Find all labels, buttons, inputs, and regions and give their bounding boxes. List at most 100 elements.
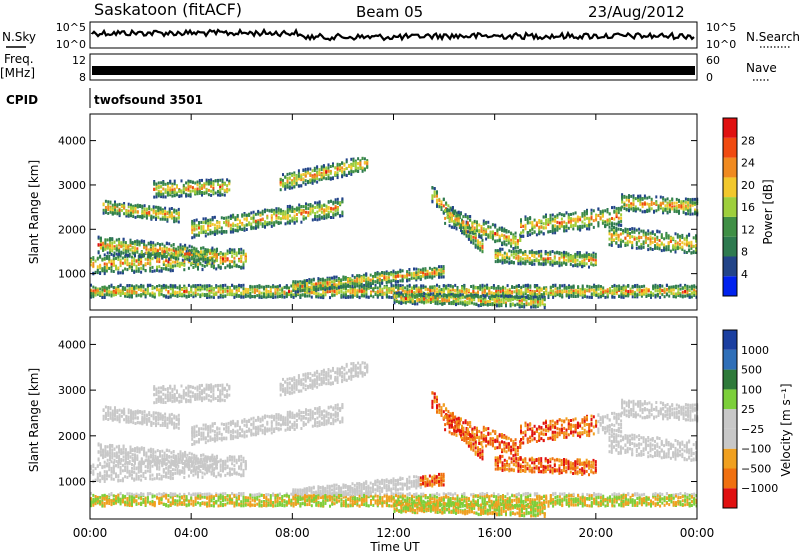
- power-cell: [217, 183, 219, 186]
- power-cell: [151, 265, 154, 269]
- power-cell: [118, 214, 121, 218]
- power-cell: [629, 240, 631, 244]
- power-cell: [156, 268, 158, 272]
- power-cell: [568, 286, 570, 289]
- power-cell: [183, 263, 186, 267]
- power-cell: [99, 291, 102, 295]
- power-cell: [404, 290, 407, 294]
- power-cell: [644, 240, 647, 244]
- power-cell: [675, 209, 678, 213]
- power-cell: [224, 287, 227, 291]
- freq-left-tick-top: 12: [72, 54, 86, 67]
- power-cell: [572, 217, 575, 221]
- power-cell: [161, 250, 164, 253]
- power-cell: [275, 207, 278, 211]
- power-cell: [327, 200, 330, 204]
- power-cell: [481, 250, 484, 254]
- power-cell: [279, 212, 282, 216]
- power-cell: [438, 202, 441, 206]
- power-cell: [151, 291, 154, 295]
- power-cell: [279, 178, 282, 182]
- noise-trace: [90, 27, 695, 42]
- power-cell: [595, 293, 598, 297]
- power-cell: [191, 189, 194, 193]
- power-cell: [127, 211, 130, 215]
- power-cell: [689, 212, 692, 216]
- power-cell: [219, 185, 222, 189]
- power-heatmap: [90, 156, 699, 310]
- power-cell: [586, 224, 588, 228]
- power-cell: [284, 182, 287, 186]
- power-cell: [222, 262, 224, 265]
- power-cell: [640, 245, 643, 249]
- power-cell: [300, 175, 303, 179]
- power-cell: [202, 217, 205, 221]
- power-cell: [108, 257, 111, 261]
- power-cell: [107, 211, 110, 215]
- power-cell: [535, 221, 538, 225]
- power-cell: [233, 256, 236, 260]
- power-cell: [172, 256, 175, 260]
- power-cell: [195, 218, 198, 222]
- power-cell: [108, 267, 111, 270]
- power-cell: [260, 291, 263, 295]
- power-cell: [122, 251, 125, 255]
- power-cell: [286, 179, 289, 183]
- power-cell: [207, 228, 210, 231]
- power-cell: [309, 178, 312, 182]
- power-cell: [173, 192, 176, 196]
- power-cell: [330, 206, 332, 210]
- power-cell: [116, 209, 119, 213]
- power-cell: [210, 189, 213, 193]
- power-cell: [266, 221, 269, 225]
- power-cell: [111, 212, 114, 216]
- power-cell: [192, 295, 195, 299]
- power-cell: [274, 291, 277, 295]
- power-cell: [210, 250, 213, 254]
- power-cell: [461, 289, 463, 293]
- power-cell: [615, 210, 618, 214]
- power-cell: [450, 218, 453, 222]
- power-cell: [433, 187, 436, 191]
- power-cell: [691, 203, 694, 207]
- power-cell: [131, 294, 133, 298]
- power-cell: [444, 221, 447, 225]
- power-cell: [538, 227, 541, 231]
- power-cell: [565, 293, 568, 297]
- power-cell: [217, 287, 220, 291]
- power-cell: [298, 203, 301, 207]
- power-cell: [602, 290, 605, 294]
- power-cell: [226, 293, 229, 296]
- power-cell: [160, 269, 163, 273]
- power-cell: [494, 232, 497, 235]
- power-cell: [674, 250, 677, 254]
- power-cell: [256, 294, 259, 298]
- date-title: 23/Aug/2012: [588, 3, 685, 21]
- power-cell: [376, 294, 379, 298]
- power-cell: [130, 203, 132, 207]
- power-cell: [168, 257, 171, 261]
- power-cell: [177, 216, 180, 220]
- power-cell: [556, 215, 559, 219]
- power-cell: [507, 237, 510, 241]
- power-cell: [352, 170, 355, 174]
- power-cell: [381, 290, 384, 294]
- power-cell: [165, 241, 168, 245]
- power-cell: [684, 204, 687, 208]
- power-cell: [554, 224, 557, 228]
- power-cell: [613, 222, 616, 226]
- power-cell: [667, 236, 670, 240]
- power-cell: [114, 200, 116, 204]
- power-cell: [505, 243, 508, 247]
- power-cell: [481, 242, 484, 246]
- power-cell: [140, 286, 143, 290]
- power-cell: [155, 186, 158, 190]
- power-cell: [226, 184, 229, 188]
- power-cell: [168, 210, 171, 214]
- power-cell: [376, 290, 379, 293]
- power-cell: [116, 212, 119, 216]
- power-cell: [92, 261, 95, 265]
- power-cell: [158, 292, 161, 296]
- power-cell: [214, 179, 217, 183]
- power-cell: [372, 288, 375, 292]
